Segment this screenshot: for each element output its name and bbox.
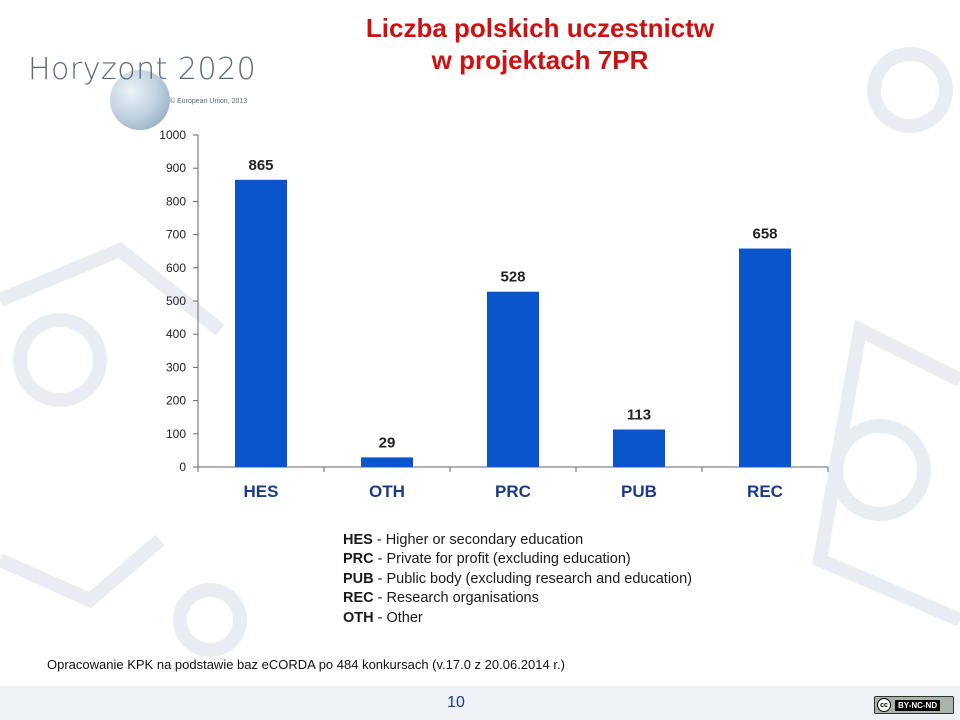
legend-desc: - Research organisations <box>373 590 539 607</box>
source-note: Opracowanie KPK na podstawie baz eCORDA … <box>47 657 565 672</box>
data-label: 865 <box>248 157 273 174</box>
legend-abbr: PUB <box>343 570 374 587</box>
data-label: 29 <box>379 434 396 451</box>
data-label: 528 <box>500 269 525 286</box>
bar-pub <box>613 429 665 467</box>
data-label: 658 <box>752 226 777 243</box>
page-title: Liczba polskich uczestnictw w projektach… <box>330 12 750 76</box>
bar-chart: 0 100 200 300 400 500 600 700 800 900 1000 865 HES 29… <box>159 128 829 501</box>
cc-license-badge[interactable]: cc BY-NC-ND <box>874 696 954 714</box>
y-tick-label: 700 <box>166 228 186 242</box>
bar-hes <box>235 179 287 467</box>
license-text: BY-NC-ND <box>895 699 941 711</box>
bar-oth <box>361 457 413 467</box>
legend-abbr: REC <box>343 590 374 607</box>
legend-desc: - Other <box>373 609 423 626</box>
horizon-2020-logo: Horyzont 2020 © European Union, 2013 <box>10 22 256 130</box>
legend-row-prc: PRC - Private for profit (excluding educ… <box>343 550 692 569</box>
y-tick-label: 500 <box>166 294 186 308</box>
logo-copyright: © European Union, 2013 <box>170 98 248 105</box>
cc-icon: cc <box>877 698 891 712</box>
page-number: 10 <box>447 694 465 711</box>
legend-row-rec: REC - Research organisations <box>343 589 692 608</box>
data-label: 113 <box>627 406 651 423</box>
y-tick-label: 1000 <box>159 128 186 142</box>
legend-row-oth: OTH - Other <box>343 609 692 628</box>
x-tick-label: OTH <box>369 482 405 501</box>
title-line-1: Liczba polskich uczestnictw <box>365 13 715 43</box>
logo-text: Horyzont 2020 <box>28 52 257 87</box>
footer-bar <box>0 686 960 720</box>
globe-icon <box>110 70 170 130</box>
y-tick-label: 800 <box>166 194 186 208</box>
legend-desc: - Higher or secondary education <box>372 532 584 548</box>
y-tick-label: 0 <box>179 460 186 474</box>
legend-desc: - Private for profit (excluding educatio… <box>373 551 631 568</box>
x-tick-label: HES <box>244 482 279 501</box>
y-tick-label: 900 <box>166 161 186 175</box>
abbreviation-legend: HES - Higher or secondary education PRC … <box>343 531 692 628</box>
x-tick-label: REC <box>747 482 783 501</box>
bar-rec <box>739 248 791 467</box>
y-tick-label: 200 <box>166 394 186 408</box>
legend-desc: - Public body (excluding research and ed… <box>373 570 693 587</box>
legend-row-pub: PUB - Public body (excluding research an… <box>343 570 692 589</box>
legend-abbr: HES <box>343 532 373 548</box>
legend-abbr: PRC <box>343 551 374 568</box>
y-tick-label: 600 <box>166 261 186 275</box>
y-tick-label: 400 <box>166 327 186 341</box>
legend-row-hes: HES - Higher or secondary education <box>343 531 692 550</box>
bar-prc <box>487 291 539 467</box>
y-tick-label: 300 <box>166 360 186 374</box>
legend-abbr: OTH <box>343 609 374 626</box>
title-line-2: w projektach 7PR <box>431 45 649 75</box>
x-tick-label: PRC <box>495 482 531 501</box>
x-tick-label: PUB <box>621 482 657 501</box>
y-tick-label: 100 <box>166 427 186 441</box>
